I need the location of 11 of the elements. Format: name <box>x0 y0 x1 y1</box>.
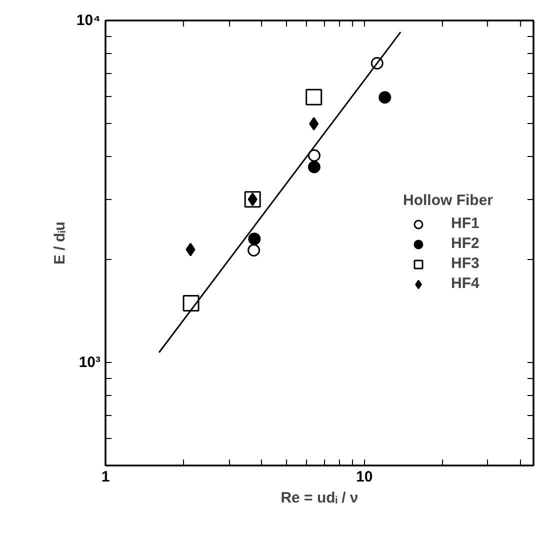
legend-label: HF3 <box>451 255 480 272</box>
y-tick-label: 10⁴ <box>76 12 101 29</box>
legend-title: Hollow Fiber <box>403 192 493 208</box>
x-tick-label: 10 <box>356 468 373 486</box>
y-axis-title: E / dᵢu <box>51 222 68 264</box>
legend-label: HF4 <box>451 275 480 292</box>
x-axis-title: Re = udᵢ / ν <box>280 490 358 506</box>
x-tick-label: 1 <box>101 468 110 486</box>
y-tick-label: 10³ <box>78 354 101 372</box>
legend-label: HF2 <box>451 235 480 252</box>
legend-label: HF1 <box>451 215 480 232</box>
